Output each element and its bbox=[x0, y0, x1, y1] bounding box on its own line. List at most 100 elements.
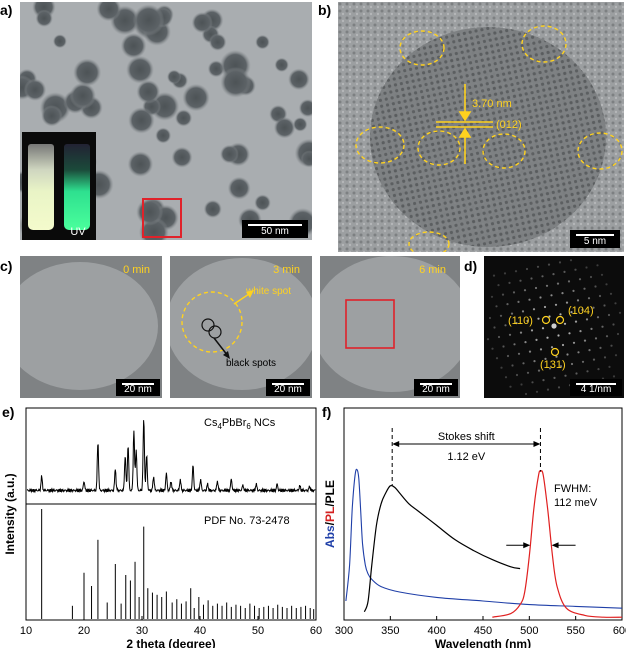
nanocrystal bbox=[191, 12, 213, 34]
fft-spot bbox=[519, 331, 523, 334]
abs-curve bbox=[345, 468, 623, 609]
fft-spot bbox=[588, 349, 591, 352]
scalebar-d: 4 1/nm bbox=[570, 379, 622, 396]
nanocrystal bbox=[96, 2, 122, 22]
fft-spot bbox=[583, 287, 586, 290]
fft-spot bbox=[555, 355, 558, 358]
nanocrystal bbox=[73, 58, 102, 87]
fft-spot bbox=[596, 316, 600, 319]
fft-spot bbox=[541, 327, 545, 330]
xrd-tick-label: 20 bbox=[78, 625, 90, 637]
fft-spot bbox=[541, 275, 544, 278]
fft-spot bbox=[543, 305, 547, 309]
fft-spot bbox=[521, 310, 525, 313]
fft-spot bbox=[605, 283, 608, 286]
fft-spot bbox=[583, 339, 587, 342]
optical-tick-label: 500 bbox=[520, 625, 538, 637]
fft-spot bbox=[530, 277, 533, 280]
fft-spot bbox=[592, 358, 596, 361]
fft-spot bbox=[564, 374, 567, 377]
optical-tick-label: 400 bbox=[427, 625, 445, 637]
fft-spot bbox=[510, 312, 514, 315]
fft-spot bbox=[563, 322, 567, 325]
fft-spot bbox=[548, 367, 552, 370]
fft-spot bbox=[592, 306, 595, 309]
fft-spot bbox=[574, 320, 578, 323]
fft-spot bbox=[486, 338, 490, 341]
nanocrystal bbox=[220, 144, 239, 164]
stokes-label: Stokes shift bbox=[438, 431, 495, 443]
optical-chart: Stokes shift 1.12 eV FWHM: 112 meV Wavel… bbox=[323, 407, 626, 648]
c-frame-6-box bbox=[345, 299, 395, 349]
ple-curve bbox=[363, 484, 521, 613]
fft-spot bbox=[531, 381, 534, 384]
nanocrystal bbox=[41, 105, 63, 127]
fft-image-d: (110) (104) (131) 4 1/nm bbox=[484, 256, 624, 398]
fft-spot bbox=[559, 313, 562, 316]
nanocrystal bbox=[171, 146, 193, 168]
fft-spot bbox=[574, 268, 577, 271]
fft-spot bbox=[550, 294, 553, 297]
fft-spot bbox=[548, 315, 551, 318]
fft-spot-104: (104) bbox=[568, 305, 594, 317]
fft-spot bbox=[509, 385, 512, 388]
nanocrystal bbox=[255, 34, 270, 50]
fft-spot bbox=[572, 289, 575, 292]
fft-spot bbox=[517, 352, 521, 355]
fft-spot bbox=[570, 311, 573, 314]
fft-spot bbox=[603, 356, 607, 359]
fft-spot bbox=[519, 279, 522, 282]
xrd-measured-trace bbox=[26, 420, 316, 494]
fft-spot bbox=[533, 360, 536, 363]
nanocrystal bbox=[208, 33, 227, 51]
fft-spot bbox=[546, 388, 550, 391]
fft-spot bbox=[526, 371, 530, 374]
fft-spot bbox=[561, 343, 565, 347]
nanocrystal bbox=[175, 109, 193, 127]
c-frame-0-scalebar: 20 nm bbox=[116, 379, 160, 396]
fft-spot bbox=[500, 366, 503, 369]
nanocrystal bbox=[182, 83, 210, 112]
fft-spot bbox=[542, 379, 545, 382]
nanocrystal bbox=[220, 67, 252, 98]
fft-spot bbox=[568, 332, 571, 335]
panel-b-label: b) bbox=[318, 2, 332, 18]
fft-spot bbox=[585, 266, 588, 269]
fft-spot bbox=[512, 291, 516, 294]
fft-spot bbox=[599, 346, 602, 349]
nanocrystal bbox=[273, 116, 296, 139]
d-spacing-label: 3.70 nm bbox=[472, 98, 512, 110]
fft-spot bbox=[556, 282, 560, 285]
black-spots-label: black spots bbox=[226, 358, 276, 369]
fft-spot bbox=[502, 345, 505, 348]
xrd-tick-label: 50 bbox=[252, 625, 264, 637]
fft-spot bbox=[547, 263, 551, 266]
nanocrystal bbox=[120, 32, 147, 59]
c-frame-3-scalebar: 20 nm bbox=[266, 379, 310, 396]
fft-spot bbox=[597, 368, 600, 371]
fft-spot bbox=[506, 303, 509, 306]
fft-spot bbox=[590, 327, 593, 330]
nanocrystal bbox=[35, 9, 53, 28]
nanocrystal bbox=[23, 78, 47, 102]
hrtem-svg: 3.70 nm (012) bbox=[338, 2, 624, 252]
fft-spot bbox=[576, 299, 580, 302]
fft-spot bbox=[526, 319, 529, 322]
fft-spot bbox=[581, 308, 584, 311]
fft-spot bbox=[587, 297, 591, 300]
nanocrystal bbox=[227, 176, 251, 200]
fft-spot bbox=[575, 372, 578, 375]
fft-spot bbox=[572, 341, 576, 344]
fft-spot bbox=[618, 311, 622, 314]
d-spacing-marker bbox=[436, 84, 493, 164]
fft-spot bbox=[537, 369, 541, 372]
c-frame-0: 0 min 20 nm bbox=[20, 256, 162, 398]
fft-spot bbox=[517, 300, 520, 303]
fft-spot bbox=[594, 285, 597, 288]
fft-spot bbox=[546, 336, 549, 339]
fft-spot bbox=[600, 273, 604, 276]
nanocrystal bbox=[203, 199, 222, 219]
fft-spot bbox=[544, 357, 547, 360]
fft-spot bbox=[528, 350, 532, 353]
fft-spot bbox=[607, 313, 611, 317]
